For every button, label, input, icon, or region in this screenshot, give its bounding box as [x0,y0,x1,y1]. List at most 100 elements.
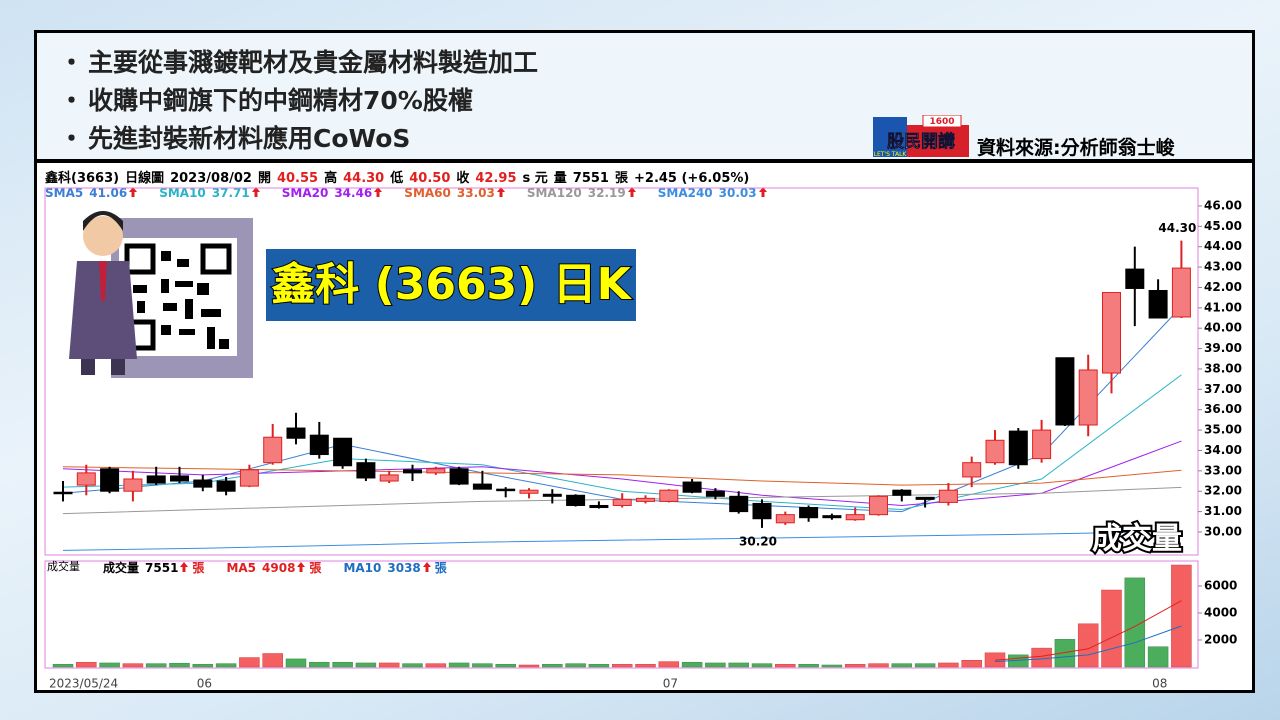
candle-body [822,515,842,519]
logo-number: 1600 [929,117,954,127]
volume-bar [914,663,936,668]
candle-body [566,494,586,506]
volume-bar [239,657,260,668]
volume-bar [938,662,959,668]
candle-body [892,489,912,496]
legend-name: SMA5 [45,186,84,200]
summary-box: 主要從事濺鍍靶材及貴金屬材料製造加工 收購中鋼旗下的中鋼精材70%股權 先進封裝… [34,30,1255,162]
y-tick-label: 41.00 [1204,300,1242,314]
presenter-leg [81,359,95,375]
candle-body [1008,430,1028,466]
volume-bar [215,663,237,668]
candle-body [659,489,679,502]
legend-name: MA5 [226,561,257,575]
volume-bar [844,664,866,668]
x-tick-label: 06 [197,677,212,691]
candle-body [1171,267,1191,318]
candle-body [76,472,96,486]
qr-finder [200,243,232,275]
volume-bar [658,661,680,668]
volume-bar [169,662,190,668]
quote-item: 開 [257,171,271,186]
legend-value: 34.46 [334,186,373,200]
candle-body [53,491,73,495]
volume-ma-line [994,625,1182,663]
y-tick-label: 32.00 [1204,484,1242,498]
candle-body [938,489,958,503]
volume-bar [868,663,889,668]
candle-body [496,488,516,492]
presenter-hair [83,211,123,231]
annotation: 30.20 [739,534,777,548]
up-arrow [374,187,383,197]
y-tick-label: 31.00 [1204,504,1242,518]
candle-body [449,468,469,485]
volume-bar [76,662,97,668]
ma-line [62,530,1182,551]
y-tick-label: 40.00 [1204,321,1242,335]
volume-bar [588,664,610,668]
volume-bar [99,662,120,668]
up-arrow [627,187,636,197]
candle-body [1148,289,1168,319]
candle-body [962,462,982,478]
y-tick-label: 38.00 [1204,361,1242,375]
candle-body [263,436,283,464]
legend-unit: 張 [309,561,322,575]
candle-body [729,495,749,513]
up-arrow-shape [180,562,189,572]
legend-name: SMA240 [657,186,713,200]
presenter-card [69,211,253,378]
quote-item: +2.45 (+6.05%) [634,171,750,186]
y-tick-label: 2000 [1204,632,1237,646]
y-tick-label: 44.00 [1204,239,1242,253]
legend-name: SMA60 [404,186,451,200]
candle-body [170,475,189,482]
quote-item: 日線圖 [125,171,165,186]
logo-tagline: LET'S TALK [874,151,908,158]
panel-label: 成交量 [47,559,80,573]
volume-bar [52,664,74,668]
legend-value: 7551 [145,561,179,575]
volume-ma-line [994,600,1182,661]
volume-title: 成交量 [1092,522,1182,557]
candle-body [752,502,772,520]
presenter-tie [99,261,107,301]
candle-body [286,427,306,439]
y-tick-label: 6000 [1204,578,1237,592]
up-arrow [129,187,138,197]
candle-body [682,481,702,493]
quote-item: 40.55 [276,171,319,186]
candle-body [799,507,819,519]
volume-bar [681,662,703,668]
bullet: 主要從事濺鍍靶材及貴金屬材料製造加工 [59,43,538,79]
plot-border [44,187,1199,556]
quote-item: 高 [324,171,338,186]
x-tick-label: 08 [1152,677,1167,691]
up-arrow-shape [251,187,260,197]
y-tick-label: 42.00 [1204,280,1242,294]
candle-body [519,489,539,494]
logo-tag [922,115,962,128]
volume-bar [495,664,516,668]
volume-bar [891,663,913,668]
volume-bar [751,663,773,668]
volume-bar [145,663,167,668]
candle-body [426,468,446,474]
y-tick-label: 33.00 [1204,463,1242,477]
up-arrow [496,187,505,197]
quote-item: s 元 [522,171,548,186]
qr-finder [124,243,156,275]
quote-item: 2023/08/02 [170,171,252,186]
up-arrow-shape [129,187,138,197]
y-tick-label: 4000 [1204,605,1237,619]
quote-item: 7551 [572,171,609,186]
legend-name: SMA10 [159,186,206,200]
volume-bar [635,664,656,668]
volume-bar [1147,646,1169,668]
x-tick-label: 2023/05/24 [49,677,118,691]
legend-unit: 張 [192,561,205,575]
candle-body [356,462,376,479]
